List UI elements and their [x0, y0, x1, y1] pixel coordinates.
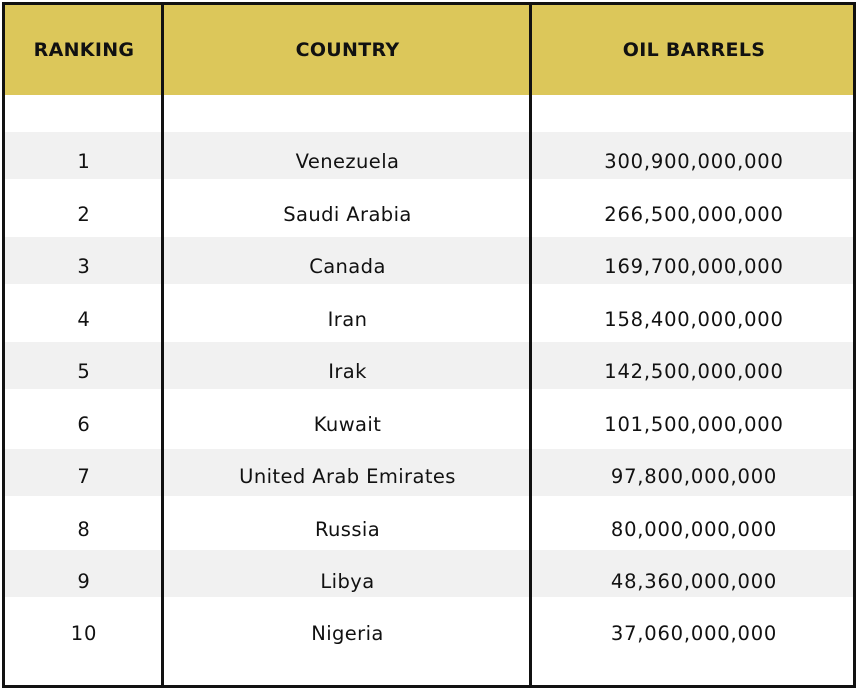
- country-cell: Russia: [314, 517, 381, 541]
- barrels-cell: 169,700,000,000: [604, 254, 784, 278]
- barrels-cell: 142,500,000,000: [604, 359, 784, 383]
- rank-cell: 3: [77, 254, 91, 278]
- table-row: 6 Kuwait 101,500,000,000: [5, 401, 853, 447]
- row-band: [5, 237, 853, 284]
- rank-cell: 6: [77, 412, 91, 436]
- country-cell: Iran: [327, 307, 368, 331]
- country-cell: United Arab Emirates: [239, 464, 456, 488]
- row-band: [5, 132, 853, 179]
- rank-cell: 8: [77, 517, 91, 541]
- barrels-cell: 97,800,000,000: [610, 464, 778, 488]
- rank-cell: 1: [77, 149, 91, 173]
- rank-cell: 9: [77, 569, 91, 593]
- country-cell: Irak: [328, 359, 367, 383]
- column-divider: [161, 5, 164, 685]
- row-band: [5, 342, 853, 389]
- header-country: COUNTRY: [295, 39, 400, 61]
- table-row: 9 Libya 48,360,000,000: [5, 558, 853, 604]
- barrels-cell: 300,900,000,000: [604, 149, 784, 173]
- table-row: 8 Russia 80,000,000,000: [5, 506, 853, 552]
- table-row: 1 Venezuela 300,900,000,000: [5, 138, 853, 184]
- header-ranking: RANKING: [33, 39, 135, 61]
- barrels-cell: 158,400,000,000: [604, 307, 784, 331]
- rank-cell: 10: [70, 621, 98, 645]
- column-divider: [529, 5, 532, 685]
- table-row: 5 Irak 142,500,000,000: [5, 348, 853, 394]
- barrels-cell: 80,000,000,000: [610, 517, 778, 541]
- table-row: 3 Canada 169,700,000,000: [5, 243, 853, 289]
- row-band: [5, 550, 853, 597]
- table-row: 10 Nigeria 37,060,000,000: [5, 610, 853, 656]
- country-cell: Venezuela: [295, 149, 400, 173]
- table-row: 2 Saudi Arabia 266,500,000,000: [5, 191, 853, 237]
- table-row: 4 Iran 158,400,000,000: [5, 296, 853, 342]
- barrels-cell: 48,360,000,000: [610, 569, 778, 593]
- barrels-cell: 37,060,000,000: [610, 621, 778, 645]
- country-cell: Kuwait: [313, 412, 382, 436]
- barrels-cell: 266,500,000,000: [604, 202, 784, 226]
- rank-cell: 2: [77, 202, 91, 226]
- rank-cell: 5: [77, 359, 91, 383]
- country-cell: Nigeria: [311, 621, 384, 645]
- rank-cell: 4: [77, 307, 91, 331]
- table-row: 7 United Arab Emirates 97,800,000,000: [5, 453, 853, 499]
- table-header: RANKING COUNTRY OIL BARRELS: [5, 5, 853, 95]
- header-oil-barrels: OIL BARRELS: [622, 39, 766, 61]
- country-cell: Canada: [309, 254, 386, 278]
- barrels-cell: 101,500,000,000: [604, 412, 784, 436]
- oil-reserves-table: RANKING COUNTRY OIL BARRELS 1 Venezuela …: [2, 2, 856, 688]
- row-band: [5, 449, 853, 496]
- rank-cell: 7: [77, 464, 91, 488]
- country-cell: Libya: [320, 569, 375, 593]
- country-cell: Saudi Arabia: [283, 202, 412, 226]
